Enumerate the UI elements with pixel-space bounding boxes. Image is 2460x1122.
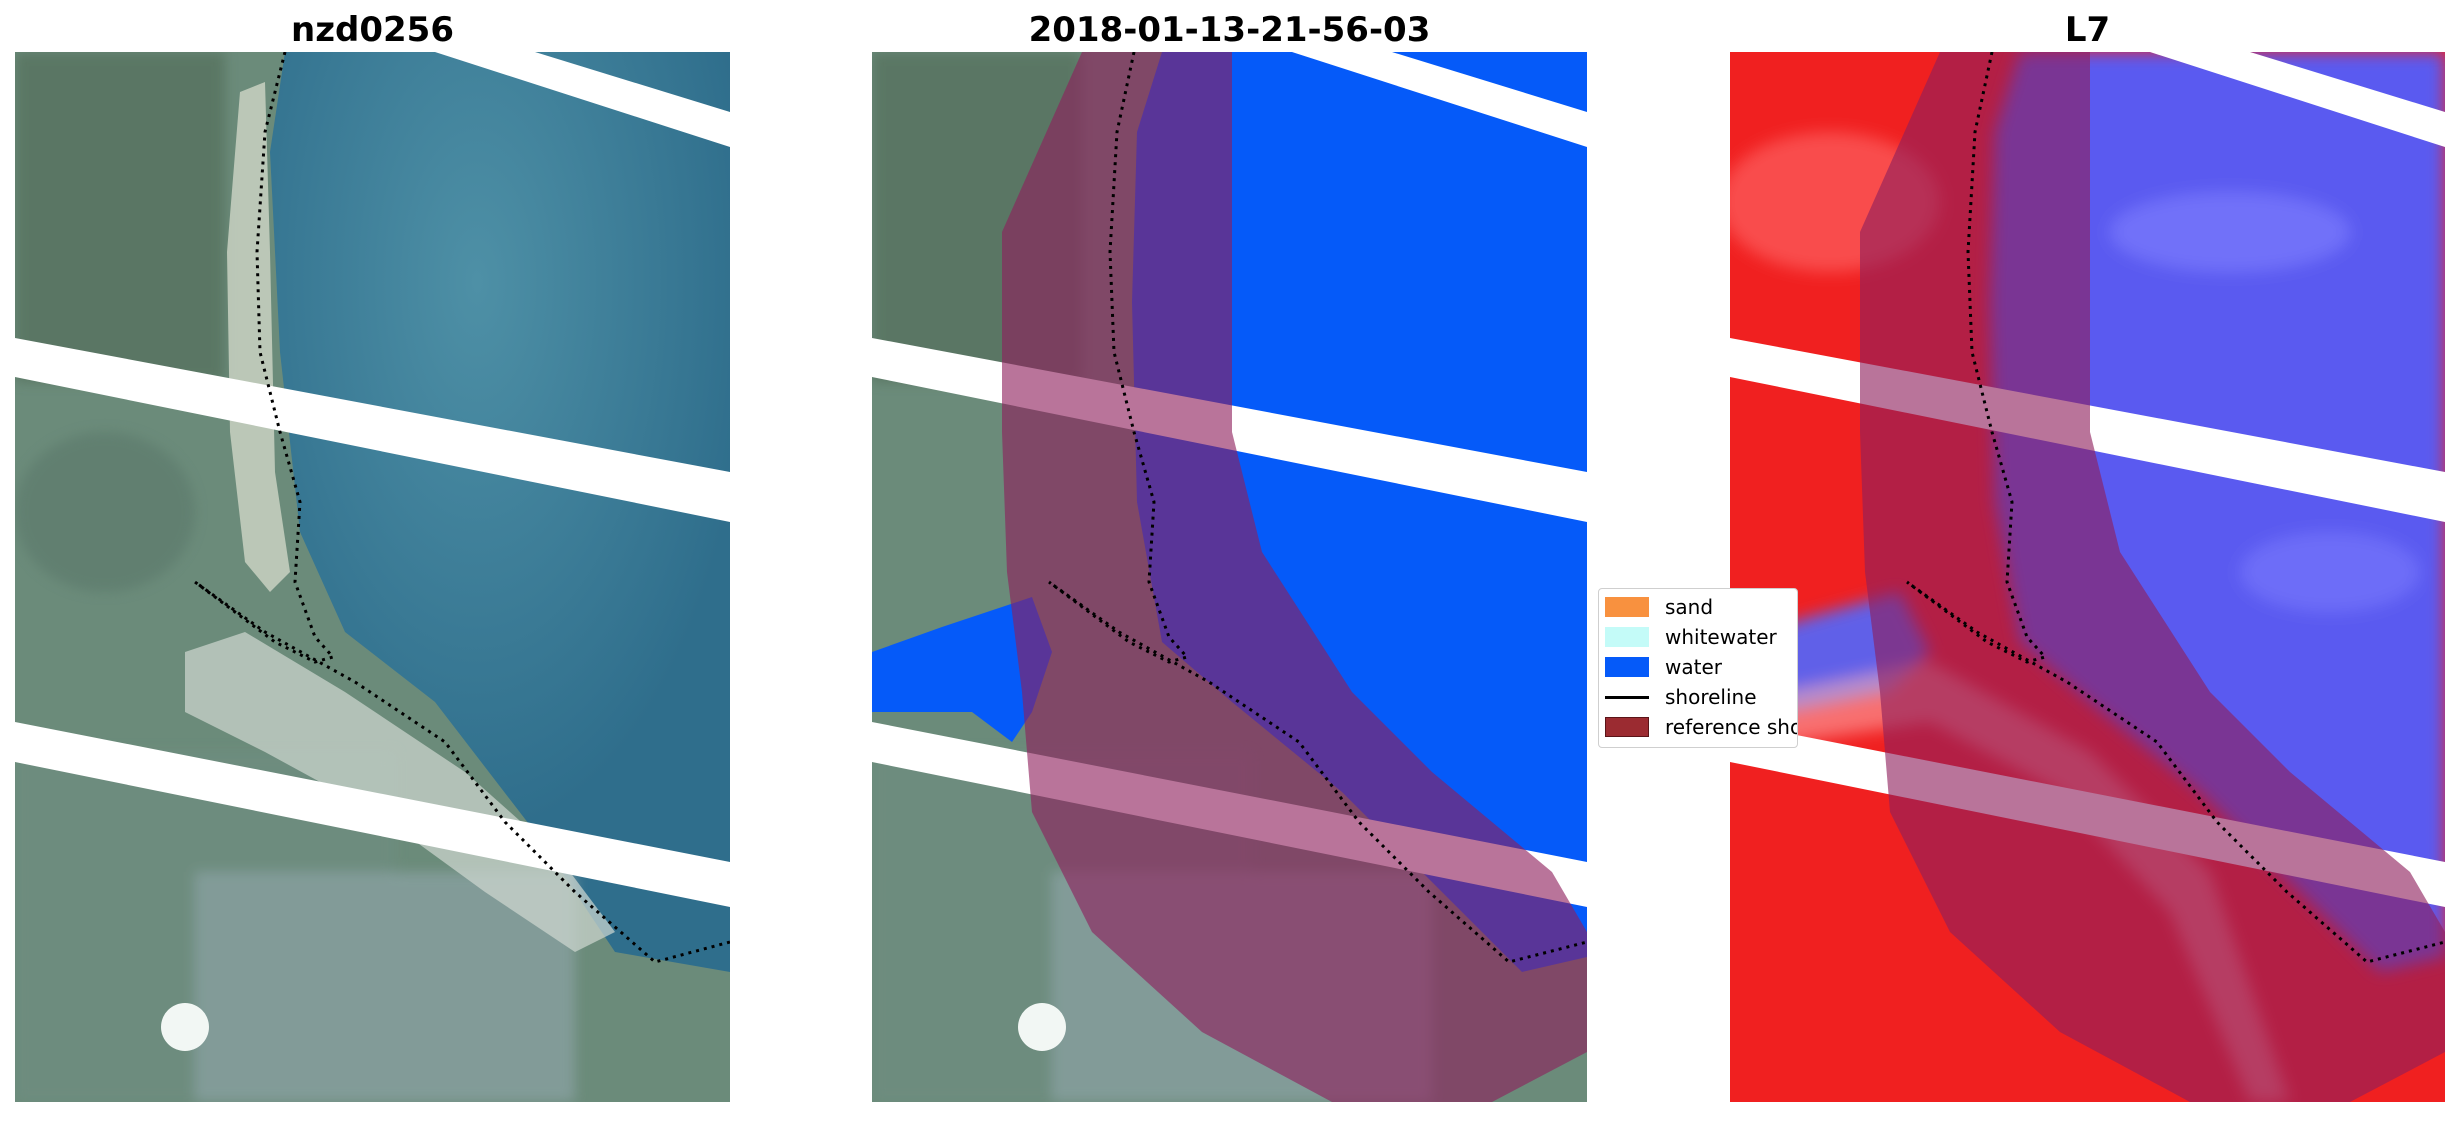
rgb-image-panel (15, 52, 730, 1102)
panel-title-image-name: nzd0256 (291, 10, 454, 50)
shoreline-line-swatch (1605, 695, 1649, 699)
whitewater-swatch (1605, 627, 1649, 647)
legend-item-reference-buffer: reference shoreline buffer (1605, 715, 1797, 739)
water-swatch (1605, 657, 1649, 677)
index-image-panel (1730, 52, 2445, 1102)
water-class-region (1132, 52, 1587, 972)
legend-label-reference-buffer: reference shoreline buffer (1665, 715, 1797, 739)
reference-shoreline-buffer (1860, 52, 2445, 1102)
legend-item-whitewater: whitewater (1605, 625, 1777, 649)
classified-image (872, 52, 1587, 1102)
detected-shoreline (194, 52, 730, 964)
legend-label-shoreline: shoreline (1665, 685, 1757, 709)
reference-buffer-swatch (1605, 717, 1649, 737)
panel-title-satellite: L7 (2064, 10, 2111, 50)
legend-item-water: water (1605, 655, 1722, 679)
legend: sand whitewater water shoreline referenc… (1598, 588, 1798, 748)
index-image (1730, 52, 2445, 1102)
legend-label-sand: sand (1665, 595, 1714, 619)
legend-item-sand: sand (1605, 595, 1713, 619)
detected-shoreline (1048, 52, 1587, 964)
rgb-image (15, 52, 730, 1102)
legend-label-whitewater: whitewater (1665, 625, 1777, 649)
classified-image-panel (872, 52, 1587, 1102)
sand-swatch (1605, 597, 1649, 617)
legend-label-water: water (1665, 655, 1722, 679)
reference-shoreline-buffer (1002, 52, 1587, 1102)
detected-shoreline (1906, 52, 2445, 964)
panel-title-date: 2018-01-13-21-56-03 (1028, 10, 1431, 50)
legend-item-shoreline: shoreline (1605, 685, 1757, 709)
